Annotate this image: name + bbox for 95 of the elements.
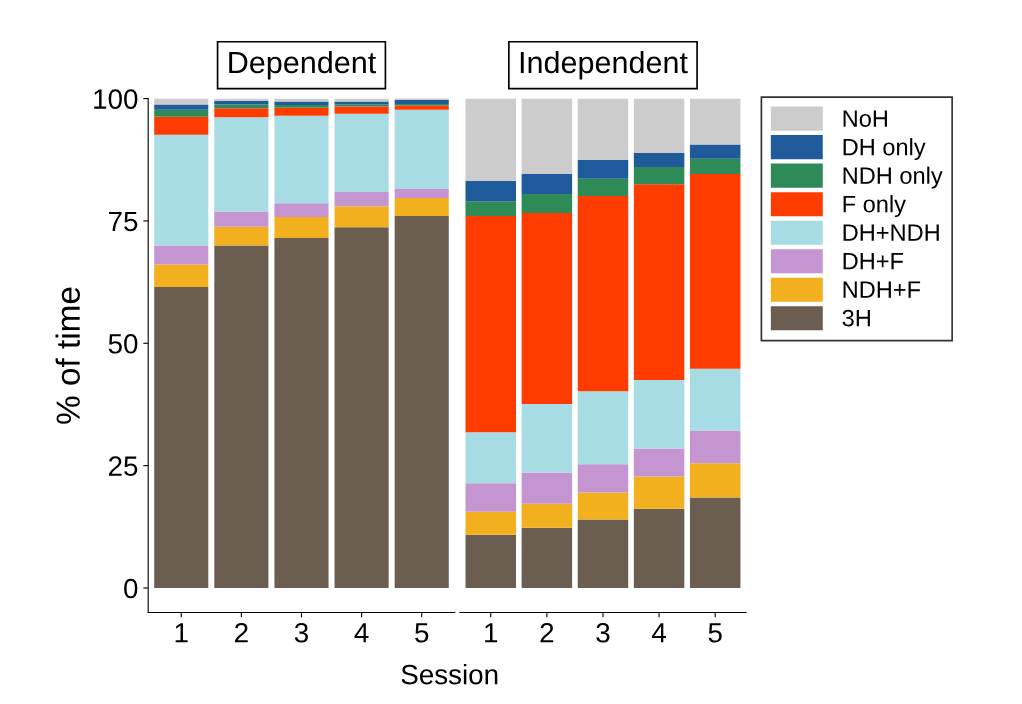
x-tick-label: 2	[235, 622, 248, 643]
chart-title: Dependent	[229, 50, 377, 80]
bar	[154, 264, 209, 287]
bar	[465, 511, 517, 535]
bar	[633, 184, 685, 380]
bar	[689, 144, 741, 159]
x-tick-label: 5	[708, 623, 722, 643]
bar	[521, 472, 573, 504]
bar	[689, 497, 741, 589]
x-tick-label: 4	[652, 623, 666, 643]
bar	[214, 226, 269, 246]
bar	[633, 167, 685, 185]
legend-label: DH+F	[843, 252, 904, 270]
bar	[465, 216, 517, 433]
legend-label: DH+NDH	[843, 224, 939, 241]
bar	[689, 98, 741, 145]
legend-label: 3H	[842, 309, 870, 327]
x-tick-label: 1	[175, 623, 188, 643]
bar	[214, 211, 269, 227]
bar	[689, 173, 741, 369]
bar	[577, 464, 629, 493]
bar	[577, 391, 629, 465]
bar	[394, 197, 449, 217]
bar	[465, 180, 517, 202]
x-tick-label: 3	[294, 622, 308, 643]
bar	[274, 115, 329, 204]
bar	[521, 527, 573, 589]
bar	[577, 195, 629, 392]
legend-label: F only	[843, 195, 906, 218]
bar	[689, 158, 741, 174]
y-tick-label: 100	[94, 89, 138, 109]
bar	[274, 107, 329, 116]
bar	[577, 98, 629, 160]
bar	[633, 508, 685, 589]
y-axis-title: % of time	[55, 287, 80, 424]
bar	[577, 492, 629, 520]
bar	[394, 109, 449, 190]
bar	[274, 217, 329, 239]
legend-label: DH only	[843, 138, 926, 161]
bar	[577, 519, 629, 589]
bar	[334, 113, 389, 193]
bar	[521, 173, 573, 194]
bar	[154, 287, 209, 589]
x-tick-label: 2	[540, 622, 554, 643]
bar	[521, 194, 573, 214]
bar	[465, 534, 517, 589]
y-tick-label: 25	[108, 456, 138, 476]
bar	[465, 98, 517, 181]
bar	[154, 104, 209, 110]
y-tick-label: 50	[108, 333, 138, 354]
bar	[689, 368, 741, 431]
bar	[394, 189, 449, 198]
bar	[577, 178, 629, 196]
bar	[334, 206, 389, 228]
x-tick-label: 5	[415, 623, 429, 643]
bar	[154, 116, 209, 135]
bar	[633, 152, 685, 168]
x-tick-label: 4	[354, 623, 369, 643]
bar	[334, 227, 389, 589]
bar	[214, 245, 269, 589]
bar	[334, 192, 389, 207]
bar	[274, 203, 329, 218]
bar	[521, 503, 573, 528]
x-axis-title: Session	[401, 664, 498, 685]
y-tick-label: 75	[109, 211, 138, 232]
bar	[465, 483, 517, 512]
x-tick-label: 3	[596, 622, 610, 643]
bar	[689, 463, 741, 498]
bar	[154, 134, 209, 246]
bar	[394, 216, 449, 589]
bar	[154, 109, 209, 117]
bar	[394, 105, 449, 110]
bar	[633, 448, 685, 477]
legend-label: NDH+F	[843, 281, 921, 298]
x-tick-label: 1	[485, 623, 498, 643]
bar	[633, 98, 685, 153]
legend-label: NoH	[843, 110, 887, 127]
bar	[465, 201, 517, 217]
bar	[577, 159, 629, 179]
legend-label: NDH only	[843, 166, 943, 189]
bar	[521, 98, 573, 174]
bar	[214, 104, 269, 109]
y-tick-label: 0	[124, 578, 138, 599]
bar	[214, 108, 269, 118]
bar	[274, 238, 329, 589]
bar	[521, 403, 573, 473]
chart-title: Independent	[520, 50, 688, 80]
bar	[633, 379, 685, 449]
bar	[334, 106, 389, 114]
bar	[465, 432, 517, 484]
bar	[521, 213, 573, 404]
bar	[689, 430, 741, 464]
bar	[154, 245, 209, 265]
bar	[214, 117, 269, 212]
bar	[633, 476, 685, 509]
